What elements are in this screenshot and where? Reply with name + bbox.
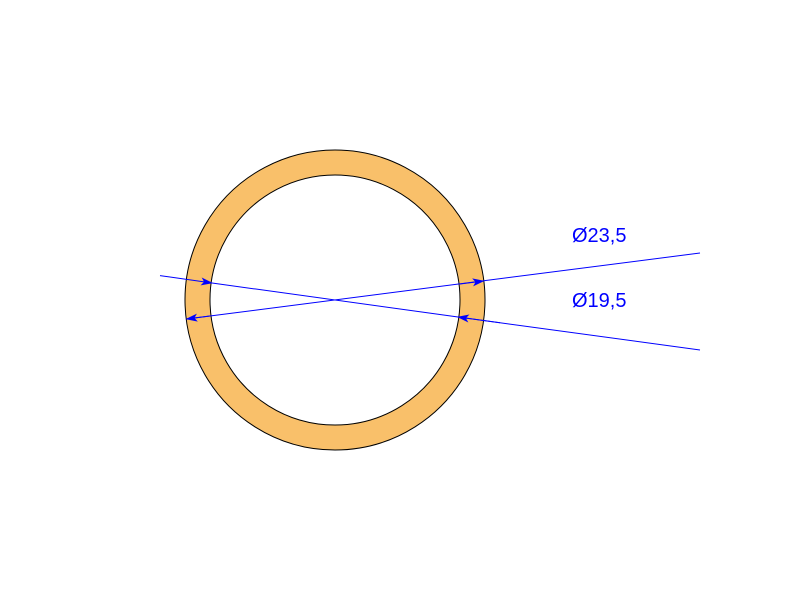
diagram-svg (0, 0, 800, 600)
inner-dim-tail-left (160, 276, 170, 277)
inner-dim-leader (458, 317, 700, 350)
inner-diameter-label: Ø19,5 (572, 290, 626, 313)
diagram-canvas: Ø23,5 Ø19,5 (0, 0, 800, 600)
outer-diameter-label: Ø23,5 (572, 225, 626, 248)
inner-dim-crossline (212, 283, 458, 317)
